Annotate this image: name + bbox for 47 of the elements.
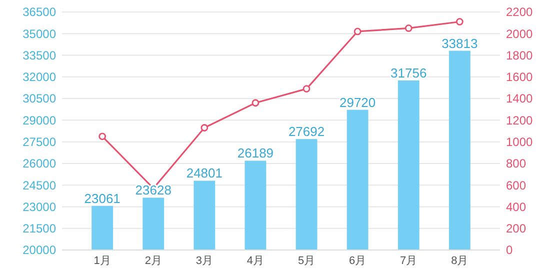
- y-tick-label: 26000: [22, 156, 56, 171]
- y2-tick-label: 1000: [506, 135, 534, 150]
- x-tick-label: 4月: [246, 255, 264, 267]
- y2-tick-label: 600: [506, 178, 526, 192]
- point: [98, 132, 106, 140]
- y2-tick-label: 1400: [506, 92, 534, 106]
- y-tick-label: 27500: [22, 135, 56, 150]
- y-tick-label: 30500: [22, 92, 56, 106]
- data-label: 27692: [288, 124, 325, 140]
- x-tick-label: 6月: [349, 255, 366, 267]
- y-tick-label: 20000: [22, 243, 56, 258]
- point: [200, 124, 208, 132]
- y-tick-label: 36500: [22, 5, 56, 20]
- data-label: 24801: [186, 166, 223, 181]
- data-label: 26189: [237, 146, 274, 161]
- y2-tick-label: 2200: [506, 5, 534, 20]
- data-label: 23628: [135, 182, 172, 198]
- x-tick-label: 7月: [400, 255, 418, 267]
- point: [404, 24, 412, 32]
- point: [252, 99, 260, 107]
- point: [302, 85, 310, 93]
- y2-tick-label: 1200: [506, 113, 534, 128]
- x-tick-label: 3月: [196, 255, 213, 267]
- y-tick-label: 23000: [22, 200, 56, 214]
- y-tick-label: 32000: [22, 70, 56, 84]
- x-tick-label: 5月: [298, 255, 316, 267]
- data-label: 31756: [390, 65, 427, 80]
- y2-tick-label: 200: [506, 222, 526, 236]
- x-tick-label: 1月: [94, 255, 111, 267]
- y2-tick-label: 800: [506, 156, 526, 171]
- data-label: 23061: [84, 190, 120, 206]
- x-tick-label: 2月: [144, 255, 162, 267]
- y-tick-label: 21500: [22, 222, 56, 236]
- y-tick-label: 35000: [22, 26, 56, 41]
- y2-tick-label: 0: [506, 243, 513, 258]
- y2-tick-label: 400: [506, 200, 526, 214]
- point: [456, 18, 464, 26]
- data-label: 33813: [442, 36, 478, 51]
- y2-tick-label: 1800: [506, 48, 534, 62]
- y-tick-label: 24500: [22, 178, 56, 192]
- data-label: 29720: [339, 94, 376, 110]
- y2-tick-label: 1600: [506, 70, 534, 84]
- y-tick-label: 33500: [22, 48, 56, 62]
- y2-tick-label: 2000: [506, 26, 534, 41]
- y-tick-label: 29000: [22, 113, 56, 128]
- x-tick-label: 8月: [451, 255, 468, 267]
- point: [354, 28, 362, 36]
